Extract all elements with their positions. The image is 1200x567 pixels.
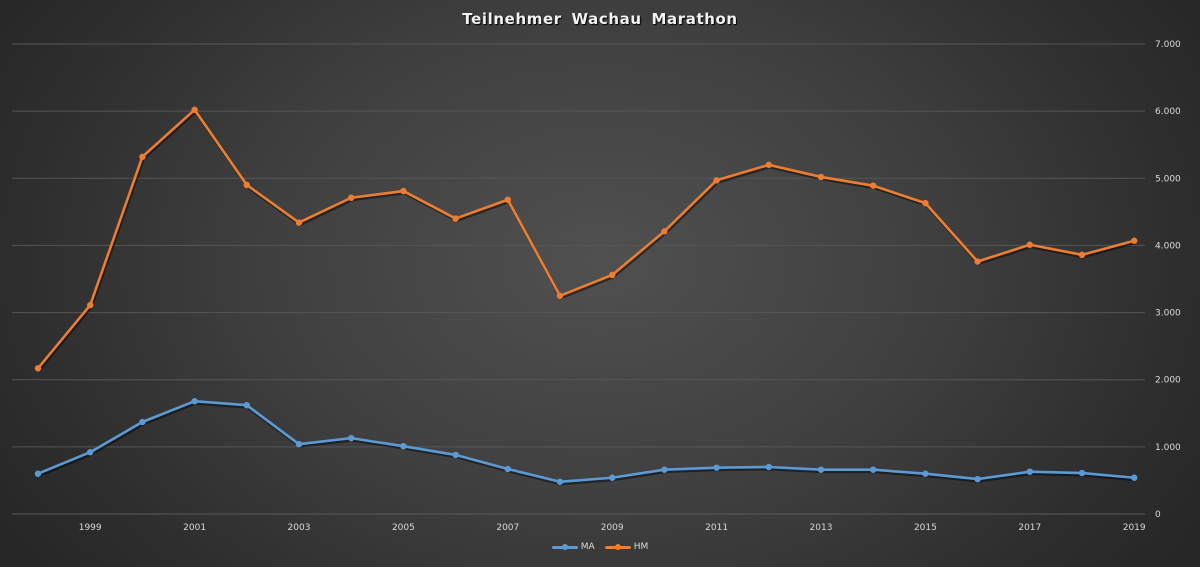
y-tick-label: 3.000 <box>1155 309 1181 319</box>
x-tick-label: 2007 <box>496 523 519 533</box>
data-point[interactable] <box>974 258 981 265</box>
data-point[interactable] <box>1131 474 1138 481</box>
y-tick-label: 4.000 <box>1155 241 1181 251</box>
x-tick-label: 2011 <box>705 523 728 533</box>
data-point[interactable] <box>191 106 198 114</box>
y-tick-label: 2.000 <box>1155 376 1181 386</box>
data-point[interactable] <box>556 478 564 485</box>
data-point[interactable] <box>348 434 355 442</box>
data-point[interactable] <box>400 442 407 450</box>
legend-label: MA <box>580 542 595 552</box>
y-tick-label: 7.000 <box>1155 40 1181 50</box>
data-point[interactable] <box>922 470 929 477</box>
data-point[interactable] <box>609 474 616 481</box>
series-line-hm[interactable] <box>36 108 1135 370</box>
data-point[interactable] <box>452 215 459 222</box>
x-tick-label: 2005 <box>392 523 415 533</box>
legend-item-hm[interactable]: HM <box>604 542 649 552</box>
data-point[interactable] <box>34 365 42 372</box>
data-point[interactable] <box>400 187 407 195</box>
data-point[interactable] <box>556 292 564 299</box>
data-point[interactable] <box>1078 469 1086 477</box>
legend-item-ma[interactable]: MA <box>551 542 595 552</box>
data-point[interactable] <box>870 182 877 189</box>
data-point[interactable] <box>1026 468 1034 475</box>
y-tick-label: 5.000 <box>1155 174 1181 184</box>
legend: MA HM <box>0 542 1200 552</box>
data-point[interactable] <box>34 470 42 477</box>
x-tick-label: 2003 <box>288 523 311 533</box>
data-point[interactable] <box>191 398 198 405</box>
data-point[interactable] <box>504 465 511 473</box>
chart-title: Teilnehmer Wachau Marathon <box>462 10 738 28</box>
y-tick-label: 1.000 <box>1155 443 1181 453</box>
x-tick-label: 2019 <box>1123 523 1146 533</box>
x-tick-label: 1999 <box>79 523 102 533</box>
data-point[interactable] <box>87 449 94 456</box>
legend-line-marker-icon <box>604 543 631 550</box>
data-point[interactable] <box>765 161 772 169</box>
data-point[interactable] <box>1131 237 1138 244</box>
data-point[interactable] <box>295 440 303 448</box>
data-point[interactable] <box>348 194 355 201</box>
data-point[interactable] <box>139 153 146 160</box>
data-point[interactable] <box>295 219 303 226</box>
data-point[interactable] <box>609 271 616 279</box>
data-point[interactable] <box>713 177 720 184</box>
data-point[interactable] <box>974 475 981 483</box>
data-point[interactable] <box>504 196 511 203</box>
data-point[interactable] <box>661 228 668 235</box>
x-tick-label: 2013 <box>810 523 833 533</box>
y-tick-label: 6.000 <box>1155 107 1181 117</box>
data-point[interactable] <box>243 402 250 409</box>
x-tick-label: 2009 <box>601 523 624 533</box>
data-point[interactable] <box>713 464 720 471</box>
x-tick-label: 2017 <box>1018 523 1041 533</box>
data-point[interactable] <box>922 199 929 207</box>
data-point[interactable] <box>87 301 94 309</box>
series-line-ma[interactable] <box>37 399 1135 484</box>
data-point[interactable] <box>817 173 825 181</box>
data-point[interactable] <box>452 451 459 459</box>
legend-label: HM <box>633 542 649 552</box>
data-point[interactable] <box>817 466 825 473</box>
data-point[interactable] <box>1078 251 1086 259</box>
legend-line-marker-icon <box>551 543 578 550</box>
data-point[interactable] <box>139 418 146 426</box>
y-tick-label: 0 <box>1155 510 1161 520</box>
x-tick-label: 2001 <box>183 523 206 533</box>
data-point[interactable] <box>661 466 668 473</box>
data-point[interactable] <box>765 463 772 471</box>
data-point[interactable] <box>870 466 877 473</box>
data-point[interactable] <box>243 181 250 189</box>
data-point[interactable] <box>1026 241 1034 248</box>
x-tick-label: 2015 <box>914 523 937 533</box>
